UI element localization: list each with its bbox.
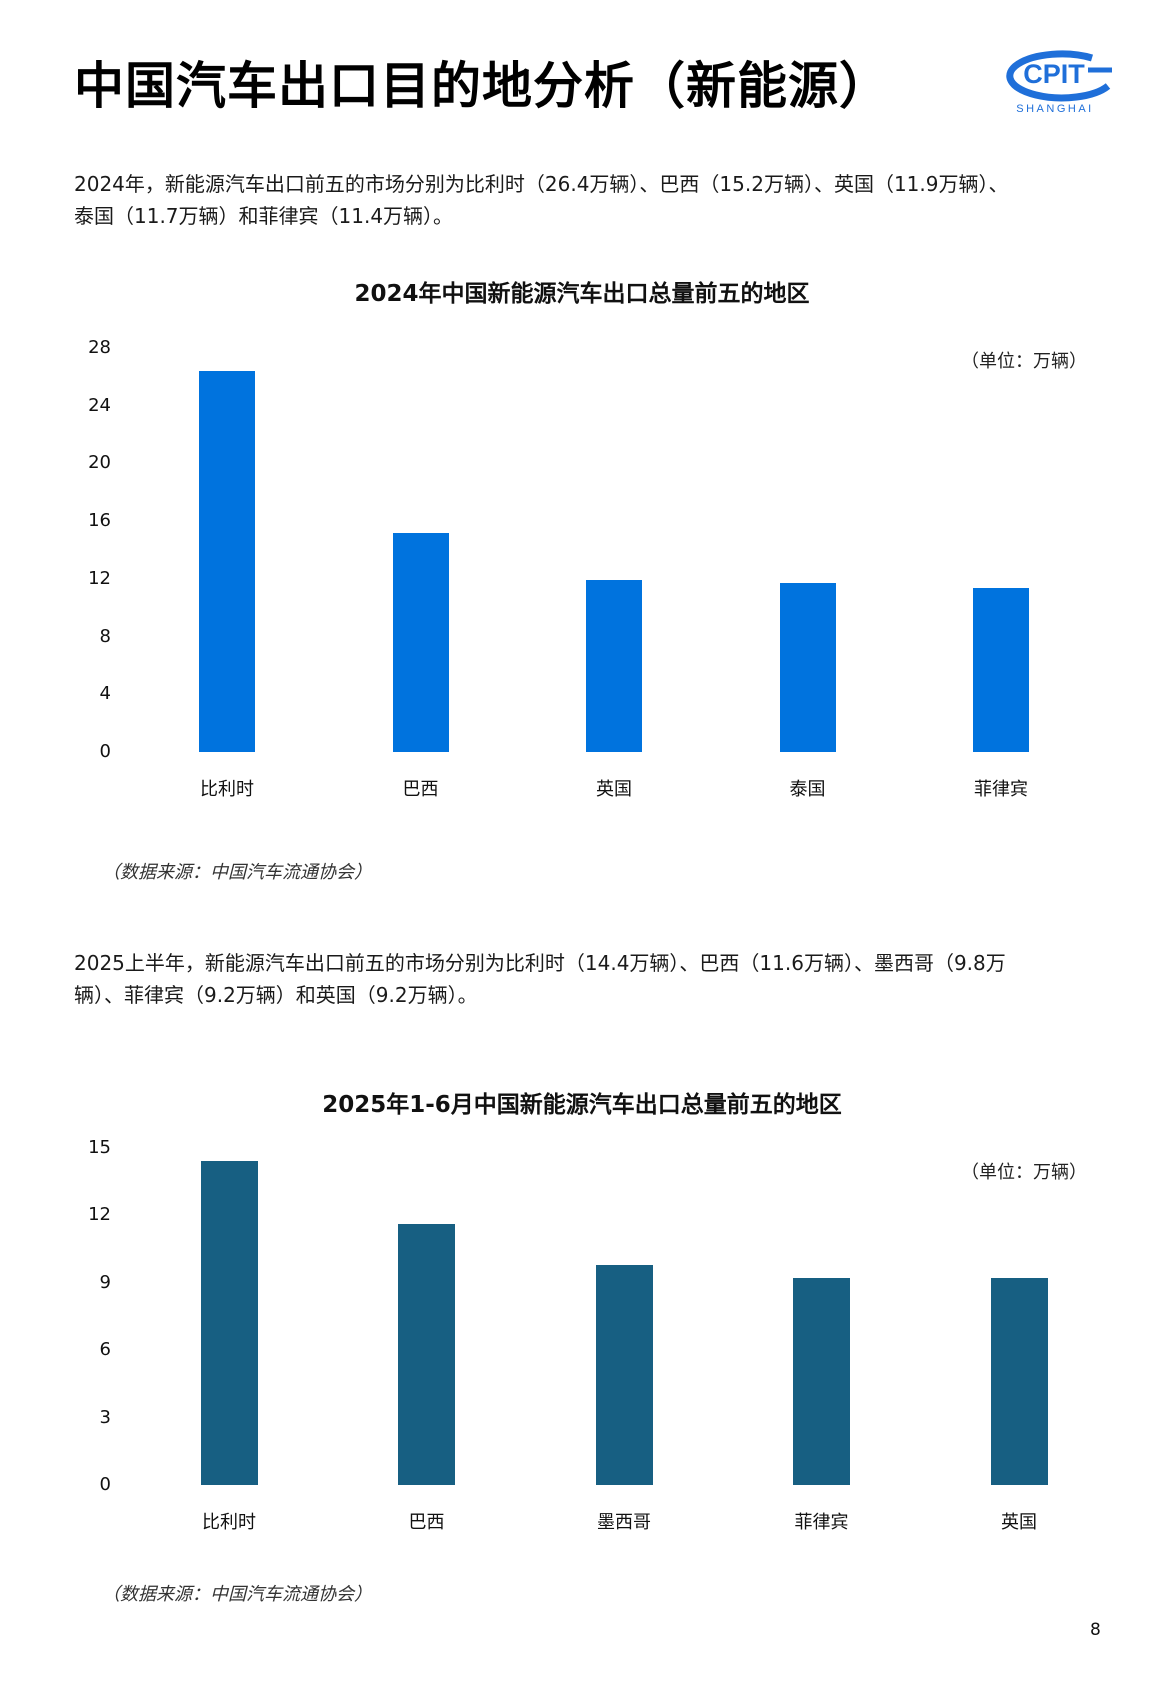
bar (398, 1224, 455, 1485)
y-axis-tick: 20 (88, 452, 111, 474)
chart-title-2025h1: 2025年1-6月中国新能源汽车出口总量前五的地区 (322, 1092, 842, 1118)
x-axis-category-label: 菲律宾 (974, 779, 1028, 800)
paragraph-line: 辆）、菲律宾（9.2万辆）和英国（9.2万辆）。 (74, 983, 478, 1007)
y-axis-tick: 0 (99, 1474, 111, 1495)
summary-paragraph-2024: 2024年，新能源汽车出口前五的市场分别为比利时（26.4万辆）、巴西（15.2… (74, 168, 1114, 232)
unit-label: （单位：万辆） (961, 1162, 1087, 1183)
summary-paragraph-2025h1: 2025上半年，新能源汽车出口前五的市场分别为比利时（14.4万辆）、巴西（11… (74, 947, 1114, 1011)
y-axis-tick: 16 (88, 510, 111, 532)
y-axis-tick: 6 (99, 1339, 111, 1361)
x-axis-category-label: 巴西 (402, 779, 439, 800)
y-axis-tick: 12 (88, 567, 111, 589)
y-axis-tick: 28 (88, 337, 111, 358)
data-source-note: （数据来源：中国汽车流通协会） (102, 1584, 372, 1605)
bar (990, 1278, 1048, 1485)
x-axis-category-label: 英国 (1001, 1512, 1037, 1533)
y-axis-tick: 0 (99, 741, 111, 762)
y-axis-tick: 12 (88, 1204, 111, 1226)
y-axis-tick: 3 (99, 1406, 111, 1428)
x-axis-category-label: 比利时 (202, 1512, 256, 1533)
bar (200, 1161, 258, 1485)
y-axis-tick: 9 (99, 1271, 111, 1293)
x-axis-category-label: 巴西 (408, 1512, 445, 1533)
paragraph-line: 2024年，新能源汽车出口前五的市场分别为比利时（26.4万辆）、巴西（15.2… (74, 172, 1009, 196)
y-axis-tick: 4 (99, 683, 111, 705)
y-axis-tick: 15 (88, 1137, 111, 1158)
cpit-logo-icon: CPIT SHANGHAI (1006, 50, 1112, 115)
cpit-shanghai-logo: CPIT SHANGHAI (996, 50, 1114, 116)
bar (793, 1278, 850, 1485)
x-axis-category-label: 泰国 (789, 779, 826, 800)
paragraph-line: 泰国（11.7万辆）和菲律宾（11.4万辆）。 (74, 204, 454, 228)
bar (779, 583, 836, 752)
bar (586, 580, 642, 752)
x-axis-category-label: 英国 (596, 779, 632, 800)
bar (973, 587, 1029, 752)
x-axis-category-label: 菲律宾 (794, 1512, 849, 1533)
bar (392, 532, 449, 752)
chart-title-2024: 2024年中国新能源汽车出口总量前五的地区 (354, 281, 810, 307)
unit-label: （单位：万辆） (961, 351, 1087, 372)
x-axis-category-label: 比利时 (200, 779, 254, 800)
y-axis-tick: 24 (88, 394, 111, 416)
page-title: 中国汽车出口目的地分析（新能源） (74, 57, 890, 115)
page-number: 8 (1090, 1620, 1101, 1640)
data-source-note: （数据来源：中国汽车流通协会） (102, 862, 372, 883)
paragraph-line: 2025上半年，新能源汽车出口前五的市场分别为比利时（14.4万辆）、巴西（11… (74, 951, 1006, 975)
bar (595, 1264, 653, 1485)
bar (199, 371, 255, 752)
y-axis-tick: 8 (99, 625, 111, 647)
svg-text:CPIT: CPIT (1023, 59, 1085, 89)
svg-text:SHANGHAI: SHANGHAI (1016, 103, 1093, 115)
x-axis-category-label: 墨西哥 (597, 1512, 651, 1533)
